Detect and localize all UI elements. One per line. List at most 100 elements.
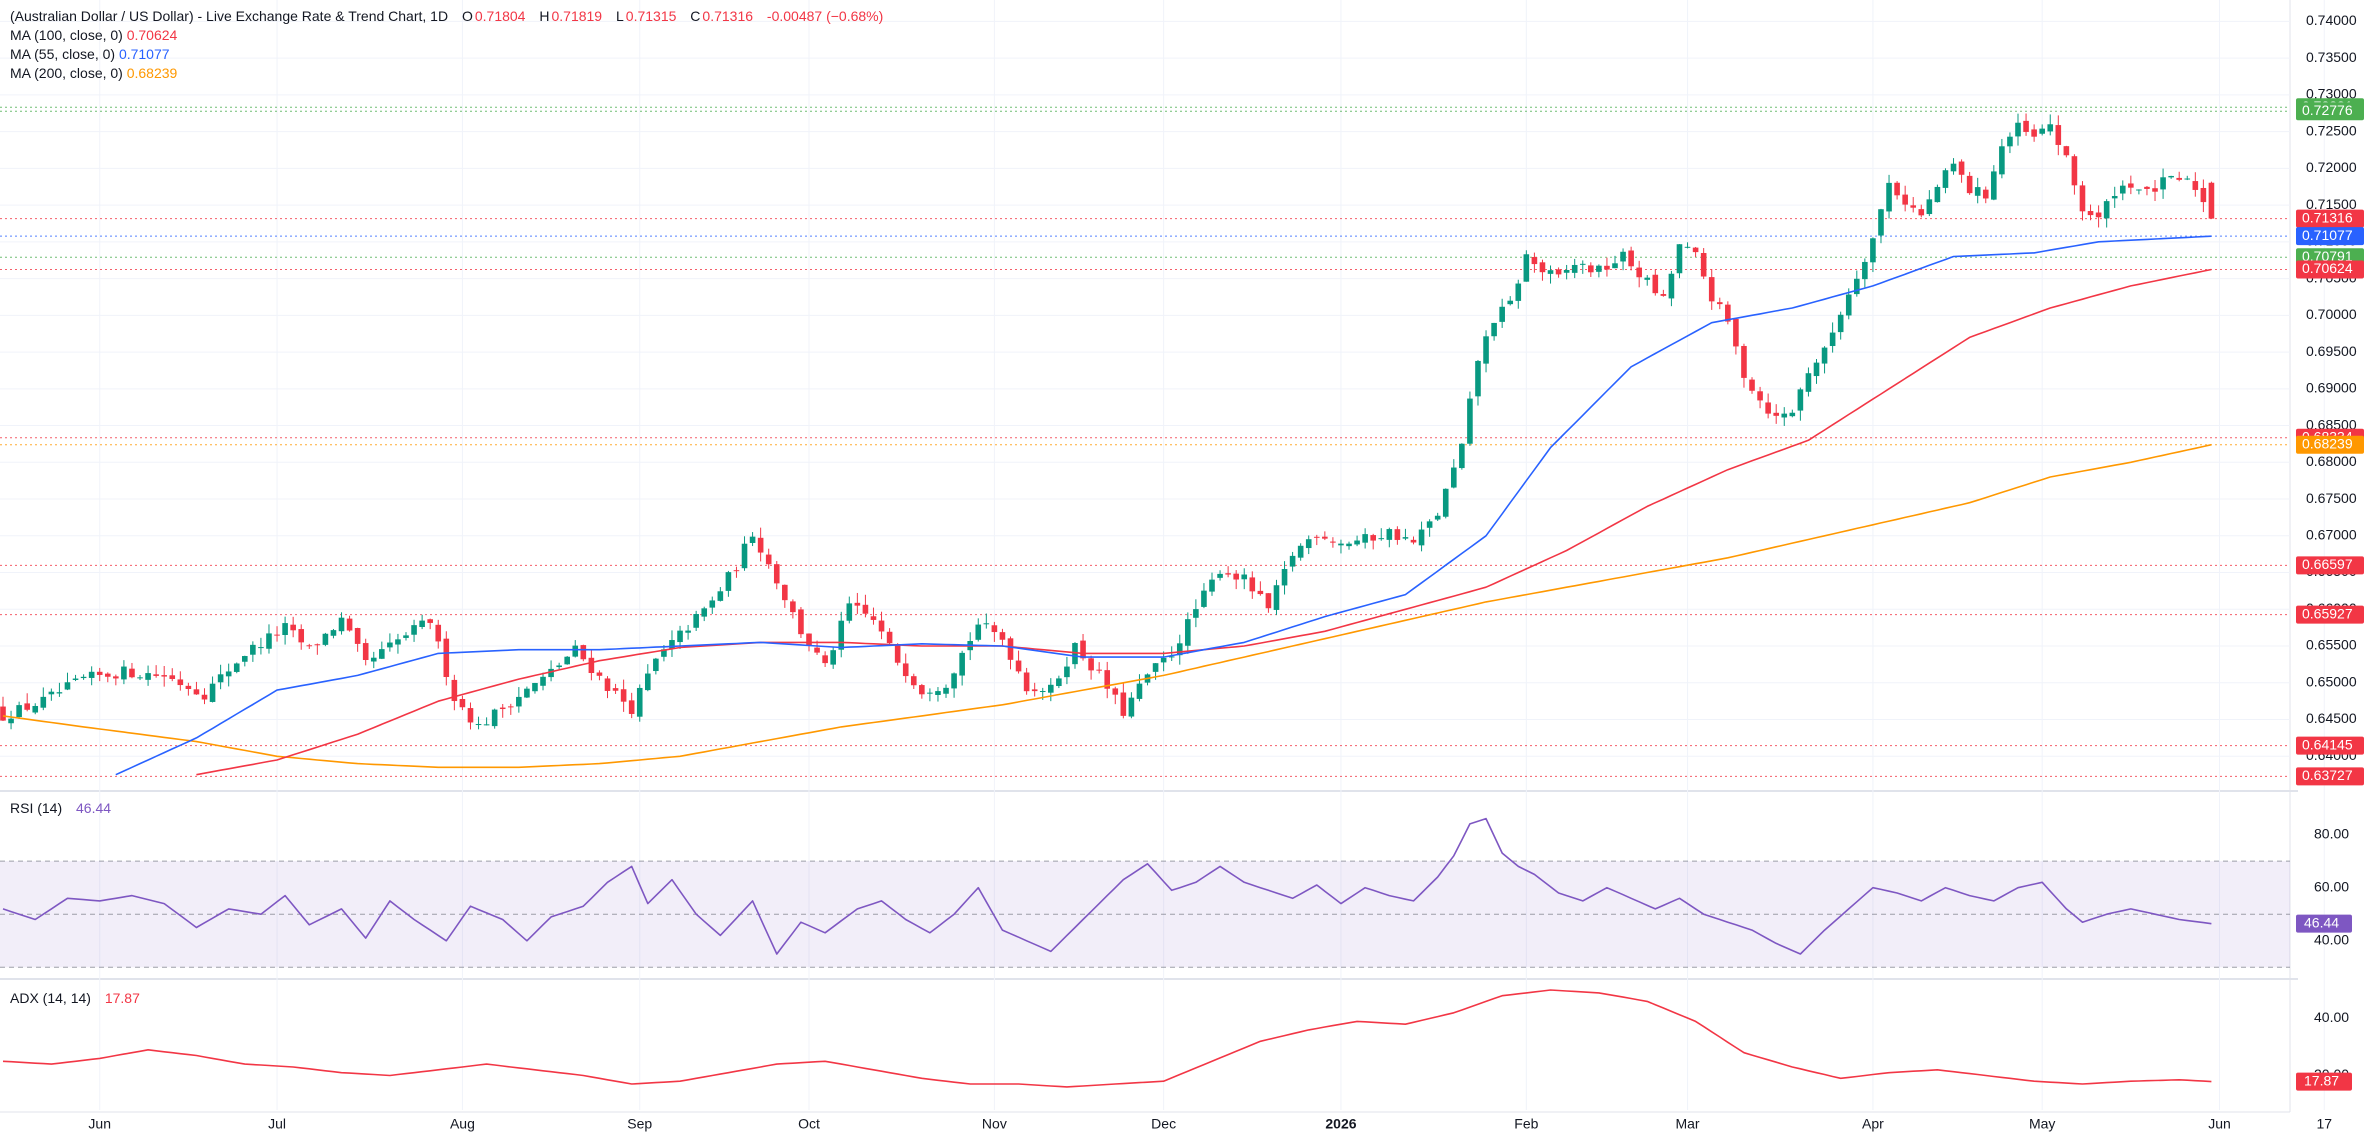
candle <box>1829 322 1836 353</box>
candle-body <box>2144 186 2150 189</box>
price-tick-label: 0.73000 <box>2306 86 2357 102</box>
candle <box>459 695 466 711</box>
candle <box>129 662 135 679</box>
candle-body <box>104 673 111 677</box>
candle-body <box>717 591 724 601</box>
candle <box>1330 537 1336 548</box>
candle-body <box>1741 345 1747 378</box>
candle <box>16 701 22 719</box>
candle <box>1451 459 1457 489</box>
candle <box>1088 655 1094 680</box>
candle <box>1434 512 1441 522</box>
candle <box>274 626 280 642</box>
candle-body <box>459 698 466 708</box>
candle <box>1845 288 1852 320</box>
candle <box>1201 583 1207 609</box>
candle-body <box>564 656 570 665</box>
rsi-value-tag-label: 46.44 <box>2304 914 2339 930</box>
candle <box>612 683 619 694</box>
candle <box>951 672 957 698</box>
candle-body <box>1596 265 1602 272</box>
candle-body <box>1346 543 1352 547</box>
time-tick-label: Jun <box>88 1116 111 1132</box>
candle <box>1660 289 1667 297</box>
candle <box>927 688 933 702</box>
candle <box>1112 686 1119 705</box>
candle <box>862 594 869 618</box>
candle-body <box>1257 590 1264 595</box>
candle-body <box>1821 347 1828 364</box>
candle-body <box>1201 590 1207 607</box>
ma55-legend: MA (55, close, 0) 0.71077 <box>10 46 170 62</box>
candle <box>1918 204 1925 218</box>
candle-body <box>1563 269 1570 273</box>
candle-body <box>1048 684 1054 693</box>
candle-body <box>2015 122 2021 137</box>
candle <box>1531 252 1538 273</box>
price-level-tag-label: 0.71316 <box>2302 209 2353 225</box>
candle-body <box>225 671 232 677</box>
candle-body <box>854 602 861 606</box>
price-level-tag: 0.65927 <box>2296 605 2364 624</box>
candle <box>1217 570 1223 581</box>
candle <box>773 561 780 590</box>
candle-body <box>919 685 925 695</box>
candle <box>419 614 425 630</box>
candle <box>894 643 901 666</box>
candle <box>1539 259 1546 281</box>
candle-body <box>1039 691 1046 693</box>
candle-body <box>669 640 675 649</box>
candle <box>2007 132 2013 154</box>
candle-body <box>2103 201 2110 219</box>
price-level-tag: 0.72776 <box>2296 102 2364 121</box>
candle <box>830 646 836 669</box>
candle <box>2023 113 2029 136</box>
candle <box>306 643 313 649</box>
candle <box>1870 237 1876 273</box>
candle <box>975 618 982 642</box>
rsi-line <box>2 817 2212 955</box>
time-tick-label: May <box>2029 1116 2055 1132</box>
candle-body <box>40 696 47 708</box>
candle-body <box>1467 398 1473 444</box>
candle-body <box>556 665 562 668</box>
candle <box>1765 393 1771 419</box>
candle-body <box>258 647 264 649</box>
candle <box>685 624 691 640</box>
candle-body <box>1628 250 1634 267</box>
candle-body <box>137 677 143 679</box>
candle-body <box>1854 278 1860 295</box>
candle-body <box>491 709 498 727</box>
candle-body <box>790 601 796 613</box>
candle-body <box>661 649 667 657</box>
candle <box>483 717 490 726</box>
price-level-tag-label: 0.70624 <box>2302 260 2353 276</box>
candle <box>564 656 570 665</box>
candle-body <box>387 642 393 648</box>
candle <box>88 666 95 686</box>
price-level-tag: 0.66597 <box>2296 556 2364 575</box>
candle <box>2152 180 2158 201</box>
candle <box>1346 541 1352 550</box>
candle-body <box>1273 585 1280 610</box>
candle-body <box>1700 253 1707 277</box>
candle-body <box>379 649 385 659</box>
candle <box>145 665 151 686</box>
candle-body <box>620 689 627 702</box>
candle <box>1523 250 1530 282</box>
candle-body <box>1716 302 1723 305</box>
rsi-value-tag: 46.44 <box>2296 914 2352 933</box>
candle-body <box>1725 304 1731 322</box>
candle-body <box>153 674 159 676</box>
candle <box>1733 318 1739 355</box>
candle <box>56 682 63 697</box>
candle-body <box>798 609 804 635</box>
candle <box>2128 175 2134 195</box>
candle <box>1499 298 1505 328</box>
candle-body <box>233 663 240 672</box>
candle-body <box>516 696 522 707</box>
candle-body <box>1104 670 1111 689</box>
candle <box>1322 531 1328 541</box>
candle <box>733 566 740 578</box>
